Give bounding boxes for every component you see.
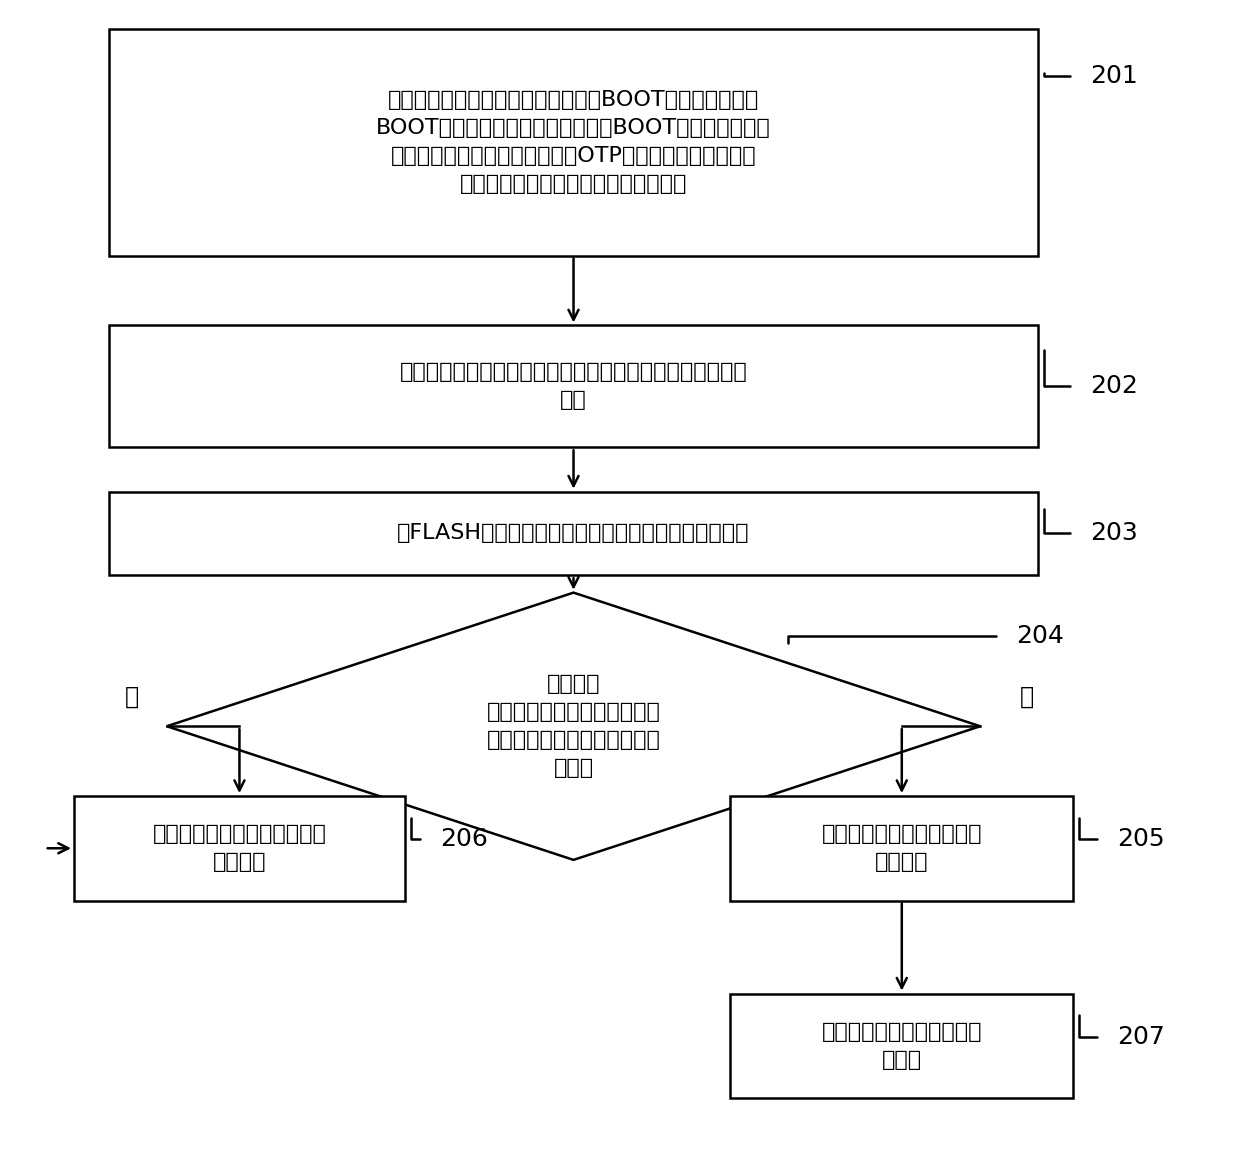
FancyBboxPatch shape [730,796,1073,901]
Text: 判断预先
设置的芯片密钥的特征集合中
是否包含处理得到的芯片密钥
的特征: 判断预先 设置的芯片密钥的特征集合中 是否包含处理得到的芯片密钥 的特征 [486,674,661,779]
Text: 在具有安全启动功能的芯片启动用户BOOT程序且确定用户
BOOT程序校验通过之后，承载用户BOOT程序的校验装置
从具有安全启动功能的芯片中的OTP存储空间中读: 在具有安全启动功能的芯片启动用户BOOT程序且确定用户 BOOT程序校验通过之后… [376,91,771,194]
FancyBboxPatch shape [109,492,1038,575]
Text: 205: 205 [1117,827,1164,851]
Text: 利用预先设置的算法对芯片密钥进行处理，得到芯片密钥的
特征: 利用预先设置的算法对芯片密钥进行处理，得到芯片密钥的 特征 [399,363,748,410]
Text: 是: 是 [125,686,139,709]
Text: 停止运行具有安全启动功能
的芯片: 停止运行具有安全启动功能 的芯片 [822,1021,982,1070]
FancyBboxPatch shape [730,994,1073,1098]
FancyBboxPatch shape [109,29,1038,256]
Text: 201: 201 [1091,64,1138,87]
Text: 204: 204 [1017,624,1064,647]
Polygon shape [167,593,980,860]
FancyBboxPatch shape [74,796,405,901]
Text: 从FLASH存储器中读取预先设置的芯片密钥的特征集合: 从FLASH存储器中读取预先设置的芯片密钥的特征集合 [397,523,750,544]
Text: 206: 206 [440,827,487,851]
Text: 否: 否 [1019,686,1034,709]
Text: 确定具有安全启动功能的芯片
未被替换: 确定具有安全启动功能的芯片 未被替换 [153,824,326,873]
Text: 202: 202 [1091,374,1138,397]
Text: 207: 207 [1117,1025,1166,1048]
Text: 203: 203 [1091,522,1138,545]
Text: 确定具有安全启动功能的芯
片被替换: 确定具有安全启动功能的芯 片被替换 [822,824,982,873]
FancyBboxPatch shape [109,325,1038,447]
